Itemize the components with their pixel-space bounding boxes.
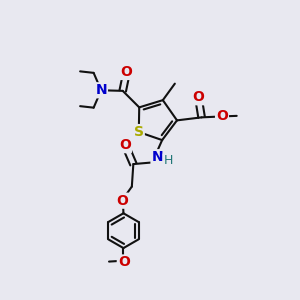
Text: N: N	[152, 150, 163, 164]
Text: H: H	[164, 154, 173, 167]
Text: O: O	[120, 65, 132, 79]
Text: N: N	[95, 83, 107, 97]
Text: S: S	[134, 125, 144, 139]
Text: O: O	[216, 109, 228, 123]
Text: O: O	[119, 138, 131, 152]
Text: O: O	[116, 194, 128, 208]
Text: O: O	[193, 90, 205, 104]
Text: O: O	[118, 256, 130, 269]
